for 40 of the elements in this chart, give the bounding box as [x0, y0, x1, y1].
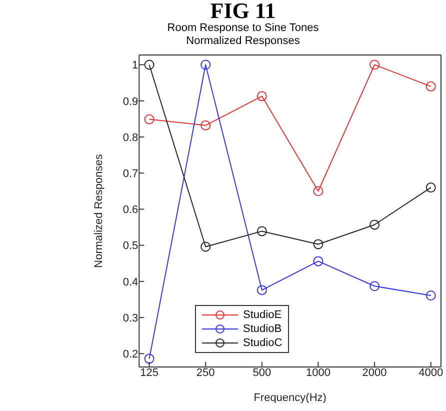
x-tick-label: 1000: [306, 366, 330, 379]
point: [370, 281, 380, 292]
y-tick-label: 1: [132, 60, 138, 72]
point: [200, 60, 211, 70]
point: [144, 354, 154, 364]
point: [426, 290, 436, 300]
point: [370, 60, 380, 70]
point: [200, 242, 211, 252]
point: [256, 285, 267, 296]
point: [256, 226, 267, 236]
y-tick-label: 0.6: [122, 204, 138, 216]
chart-subtitle: Room Response to Sine Tones Normalized Responses: [166, 22, 320, 48]
legend-label: StudioB: [243, 322, 282, 336]
point: [426, 182, 436, 193]
y-tick-label: 0.5: [122, 240, 138, 252]
y-tick-label: 0.4: [122, 276, 138, 288]
point: [144, 60, 154, 70]
y-tick-label: 0.7: [122, 168, 138, 180]
y-tick-label: 0.3: [122, 312, 138, 324]
legend-label: StudioE: [243, 308, 282, 322]
point: [313, 186, 324, 196]
legend-label: StudioC: [243, 336, 282, 350]
x-tick-label: 125: [140, 366, 158, 379]
x-tick-label: 500: [252, 366, 272, 379]
point: [200, 120, 211, 130]
point: [313, 239, 324, 250]
y-axis-title: Normalized Responses: [93, 154, 106, 268]
chart-title: FIG 11: [209, 0, 277, 23]
x-tick-label: 2000: [362, 366, 387, 379]
y-tick-label: 0.9: [122, 96, 138, 108]
y-tick-label: 0.2: [122, 348, 138, 361]
point: [144, 114, 154, 124]
point: [313, 256, 324, 266]
point: [426, 81, 436, 92]
x-tick-label: 250: [196, 366, 215, 379]
x-axis-title: Frequency(Hz): [254, 392, 326, 404]
point: [256, 91, 267, 102]
y-tick-label: 0.8: [122, 132, 138, 144]
point: [370, 220, 380, 230]
x-tick-label: 4000: [418, 366, 444, 379]
